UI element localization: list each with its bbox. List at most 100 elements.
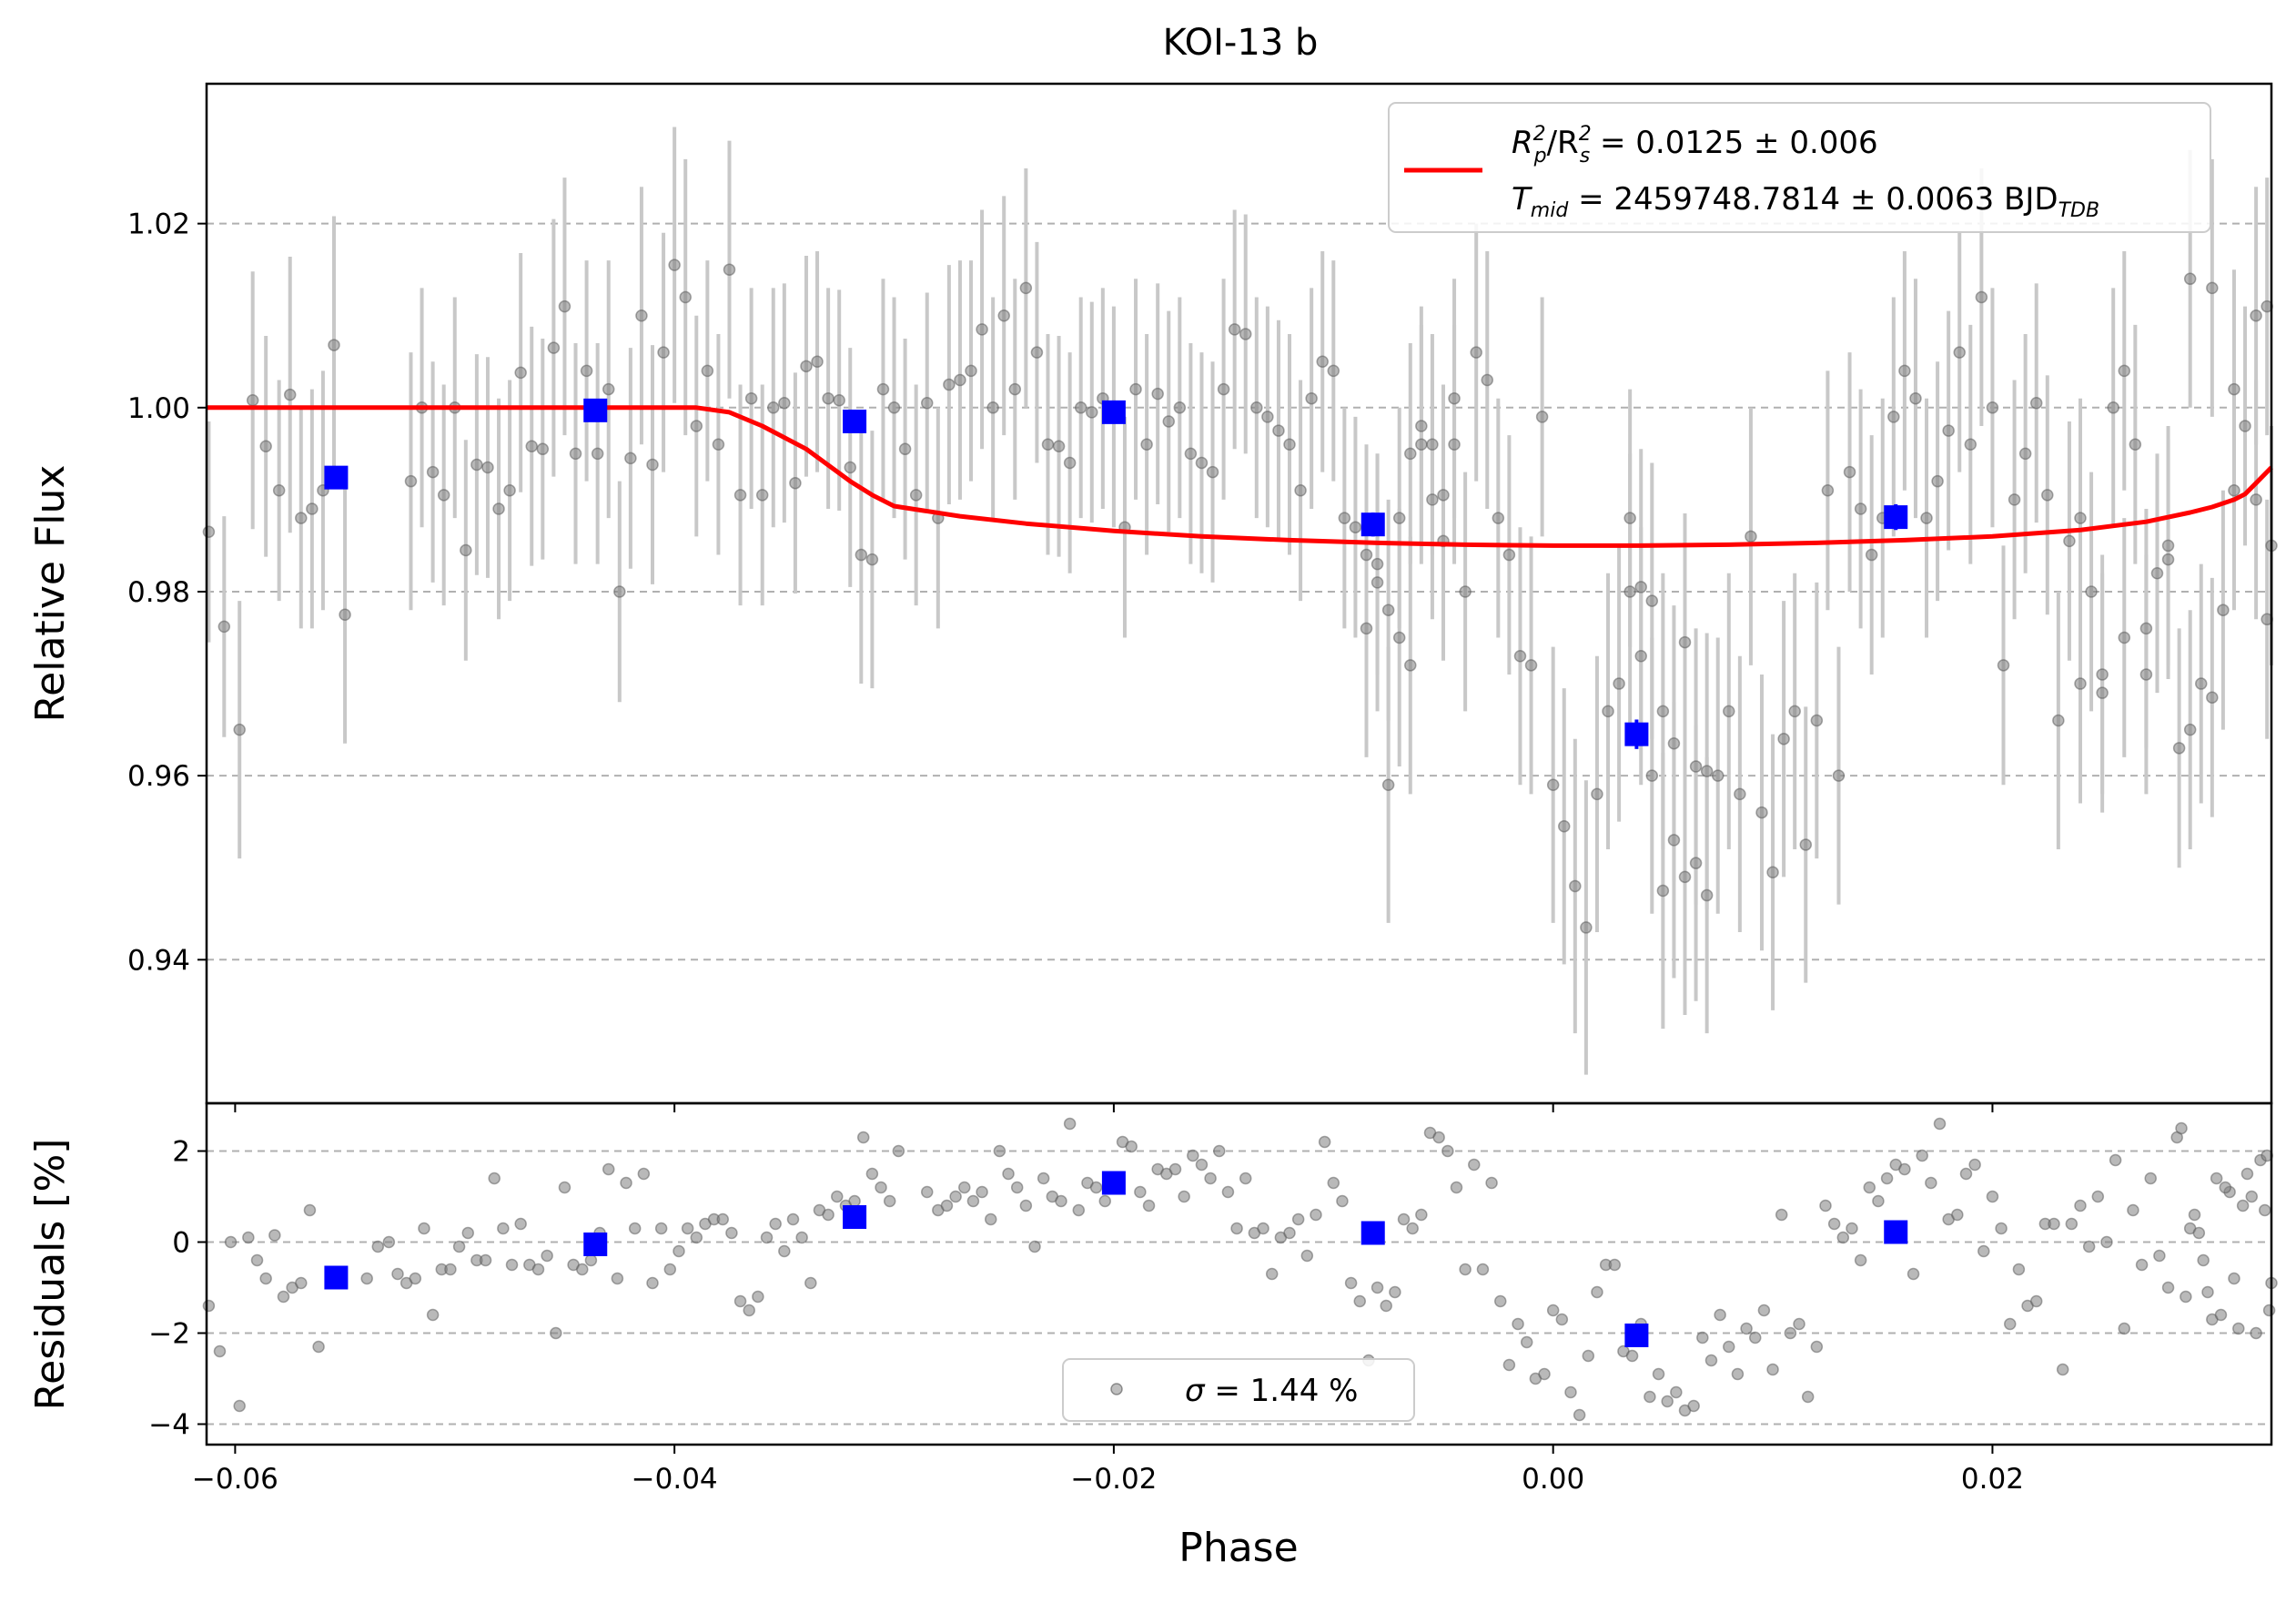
legend-depth-label: R2 p/R2 s = 0.0125 ± 0.006 bbox=[1512, 123, 1878, 167]
residuals-grid bbox=[207, 1150, 2271, 1425]
flux-point bbox=[514, 366, 527, 380]
flux-point bbox=[246, 393, 259, 407]
residual-point bbox=[1010, 1181, 1024, 1194]
flux-point bbox=[1997, 659, 2010, 672]
flux-ytick-label: 0.94 bbox=[127, 944, 190, 977]
transit-model-line bbox=[207, 405, 2273, 548]
flux-point bbox=[2018, 447, 2032, 461]
residual-point bbox=[1257, 1222, 1269, 1235]
flux-point bbox=[1689, 760, 1703, 773]
residual-point bbox=[268, 1229, 281, 1242]
flux-point bbox=[811, 355, 824, 369]
residual-point bbox=[1502, 1358, 1516, 1372]
flux-point bbox=[1381, 604, 1395, 616]
residual-point bbox=[2201, 1285, 2214, 1299]
flux-point bbox=[646, 458, 659, 472]
flux-point bbox=[789, 476, 802, 490]
residual-point bbox=[1168, 1162, 1182, 1176]
residual-point bbox=[2219, 1181, 2232, 1194]
residual-point bbox=[1740, 1322, 1753, 1335]
residual-binned-points bbox=[324, 1171, 1908, 1347]
flux-point bbox=[2161, 539, 2175, 553]
residual-point bbox=[620, 1176, 632, 1190]
flux-point bbox=[2139, 622, 2153, 635]
residual-point bbox=[576, 1263, 589, 1276]
flux-ylabel: Relative Flux bbox=[27, 465, 74, 723]
flux-point bbox=[1656, 705, 1670, 718]
residual-point bbox=[1775, 1208, 1788, 1222]
flux-binned-point bbox=[1624, 722, 1649, 746]
residual-point bbox=[1704, 1354, 1718, 1367]
residual-point bbox=[1757, 1304, 1771, 1317]
flux-point bbox=[1086, 406, 1098, 419]
residual-point bbox=[752, 1290, 764, 1304]
residual-point bbox=[663, 1263, 677, 1276]
residual-point bbox=[2082, 1240, 2096, 1253]
residual-point bbox=[1310, 1208, 1322, 1222]
residual-point bbox=[1810, 1340, 1824, 1354]
flux-point bbox=[437, 489, 450, 502]
flux-point bbox=[1898, 364, 1911, 378]
residual-point bbox=[1827, 1217, 1841, 1231]
residual-point bbox=[1714, 1308, 1726, 1322]
flux-point bbox=[2052, 714, 2065, 727]
flux-point bbox=[1777, 732, 1790, 746]
residual-binned-point bbox=[843, 1205, 867, 1229]
flux-point bbox=[503, 484, 516, 497]
residual-point bbox=[1441, 1144, 1454, 1158]
residual-point bbox=[1846, 1222, 1858, 1235]
flux-point bbox=[2041, 489, 2054, 502]
flux-point bbox=[1986, 401, 1999, 414]
residuals-ytick-label: −2 bbox=[148, 1318, 190, 1351]
flux-point bbox=[1580, 921, 1593, 934]
residual-point bbox=[2161, 1281, 2175, 1294]
residual-point bbox=[360, 1272, 373, 1285]
residual-point bbox=[1459, 1263, 1472, 1276]
flux-binned-point bbox=[843, 409, 867, 433]
residual-point bbox=[1854, 1253, 1867, 1267]
residual-point bbox=[681, 1222, 694, 1235]
residual-point bbox=[1239, 1172, 1252, 1185]
flux-point bbox=[712, 438, 725, 451]
residual-point bbox=[1784, 1326, 1797, 1340]
residual-point bbox=[1863, 1181, 1876, 1194]
residual-point bbox=[786, 1212, 800, 1226]
residual-point bbox=[242, 1231, 255, 1244]
residual-points bbox=[202, 1117, 2278, 1422]
flux-point bbox=[1261, 411, 1274, 423]
residual-point bbox=[769, 1217, 782, 1231]
residual-point bbox=[426, 1308, 440, 1322]
chart-title: KOI-13 b bbox=[1163, 22, 1319, 64]
residual-point bbox=[1134, 1185, 1147, 1199]
residual-point bbox=[1230, 1222, 1243, 1235]
residual-point bbox=[1195, 1158, 1209, 1172]
residual-point bbox=[2210, 1172, 2223, 1185]
residual-point bbox=[1344, 1276, 1358, 1290]
residual-point bbox=[531, 1263, 545, 1276]
flux-point bbox=[668, 259, 681, 271]
residual-point bbox=[1028, 1240, 1041, 1253]
residual-point bbox=[1907, 1267, 1920, 1281]
residual-point bbox=[1327, 1176, 1340, 1190]
flux-point bbox=[1513, 649, 1527, 663]
flux-points bbox=[202, 259, 2278, 934]
residual-point bbox=[1221, 1185, 1235, 1199]
residual-point bbox=[2259, 1203, 2271, 1217]
flux-point bbox=[1052, 440, 1066, 453]
flux-point bbox=[986, 401, 999, 414]
flux-ytick-label: 1.02 bbox=[127, 208, 190, 241]
residual-point bbox=[2012, 1263, 2026, 1276]
flux-point bbox=[217, 620, 231, 634]
flux-point bbox=[965, 364, 977, 378]
flux-point bbox=[1745, 530, 1757, 543]
flux-point bbox=[1634, 581, 1647, 594]
residual-point bbox=[1142, 1199, 1156, 1212]
residual-point bbox=[2188, 1208, 2201, 1222]
flux-point bbox=[2161, 553, 2175, 566]
residuals-xtick-label: 0.02 bbox=[1961, 1463, 2024, 1496]
flux-point bbox=[1788, 705, 1801, 718]
residual-point bbox=[1995, 1222, 2008, 1235]
flux-point bbox=[2074, 677, 2087, 690]
residual-point bbox=[277, 1290, 290, 1304]
flux-legend: R2 p/R2 s = 0.0125 ± 0.006 Tmid = 2459748.… bbox=[1388, 102, 2211, 233]
